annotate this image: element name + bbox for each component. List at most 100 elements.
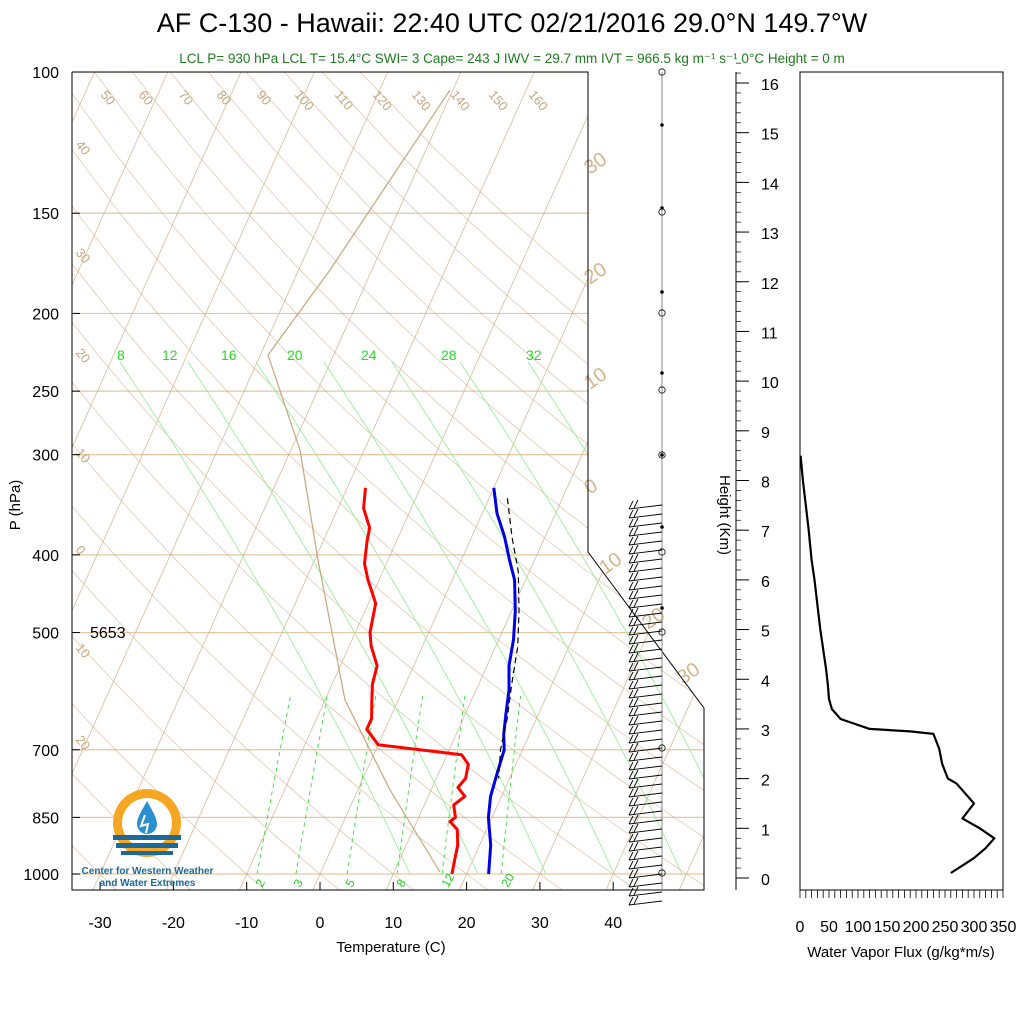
barb-calm-circle (658, 628, 666, 636)
moist-adiabat-label: 12 (162, 347, 178, 363)
moist-adiabat-line (119, 361, 411, 875)
wind-barb (628, 702, 663, 708)
wind-barb (628, 783, 663, 789)
wind-barb (628, 603, 663, 609)
isotherm-label: 150 (486, 87, 511, 113)
wind-barb-feather (633, 850, 639, 860)
logo-text: Center for Western Weather and Water Ext… (60, 866, 235, 890)
wind-barb (628, 729, 663, 735)
wind-barb-feather (633, 886, 639, 896)
moist-adiabat-line (323, 361, 615, 875)
wind-barb (628, 549, 663, 555)
wind-barb-feather (628, 518, 634, 528)
wind-barb (628, 585, 663, 591)
wind-barb (628, 711, 663, 717)
dry-adiabat-line (72, 72, 704, 890)
skewt-data-lines (362, 487, 520, 875)
wind-barb-feather (633, 661, 639, 671)
isotherm-right-label: 30 (580, 148, 611, 179)
y-tick-label: 1000 (23, 867, 59, 884)
logo-text-line2: and Water Extremes (99, 878, 196, 889)
wind-barb-feather (633, 517, 639, 527)
isotherm-right-label: 10 (595, 548, 626, 579)
wind-barb-feather (633, 535, 639, 545)
wind-barb-feather (628, 545, 634, 555)
dry-adiabat-line (72, 72, 416, 890)
wind-barb (628, 720, 663, 726)
height-annotation-500: 5653 (90, 625, 126, 642)
y-tick-label: 500 (32, 626, 59, 643)
height-tick-label: 6 (761, 574, 770, 591)
wind-barb (628, 882, 663, 888)
wind-barb-feather (628, 527, 634, 537)
y-tick-label: 250 (32, 384, 59, 401)
wind-barb-feather (628, 842, 634, 852)
height-tick-label: 13 (761, 226, 779, 243)
wind-barb (628, 576, 663, 582)
flux-tick-label: 100 (845, 919, 872, 936)
wind-barb-feather (628, 788, 634, 798)
moist-adiabat-label: 24 (361, 347, 377, 363)
y-tick-label: 200 (32, 306, 59, 323)
y-tick-label: 100 (32, 65, 59, 82)
dry-adiabat-line (72, 72, 704, 890)
wind-barb (628, 522, 663, 528)
x-tick-label: 40 (604, 915, 622, 932)
wind-barb (628, 540, 663, 546)
flux-tick-label: 200 (903, 919, 930, 936)
temperature-line (362, 487, 470, 875)
dry-adiabat-line (245, 72, 704, 890)
wind-barb-feather (633, 832, 639, 842)
wind-barb (628, 630, 663, 636)
wind-barb-feather (628, 635, 634, 645)
wind-barb-feather (633, 823, 639, 833)
isotherm-label: 50 (98, 87, 119, 108)
wind-barb-feather (628, 509, 634, 519)
height-tick-label: 1 (761, 822, 770, 839)
wind-barb (628, 558, 663, 564)
x-tick-label: 20 (458, 915, 476, 932)
wind-barb-feather (633, 616, 639, 626)
wind-barb-feather (633, 589, 639, 599)
wind-barb-feather (628, 500, 634, 510)
dry-adiabat-line (72, 72, 564, 890)
wind-barb-feather (633, 742, 639, 752)
isotherm-label: 120 (370, 87, 395, 113)
isotherm-right-label: 0 (580, 475, 602, 499)
y-tick-label: 300 (32, 448, 59, 465)
wind-barb-feather (628, 707, 634, 717)
wind-barb (628, 846, 663, 852)
isotherm-label: 160 (526, 87, 551, 113)
wind-barb (628, 810, 663, 816)
wind-barb (628, 828, 663, 834)
wind-barb (628, 657, 663, 663)
height-tick-label: 11 (761, 325, 778, 342)
flux-frame (799, 71, 1004, 891)
isotherm-label: 100 (292, 87, 317, 113)
isotherm-line (165, 72, 535, 890)
wind-barb (628, 666, 663, 672)
dry-adiabat-line (283, 72, 704, 890)
skewt-frame (71, 71, 705, 891)
wind-barbs (628, 68, 666, 906)
parcel-line (498, 498, 520, 779)
wind-barb-feather (633, 715, 639, 725)
isotherm-line (531, 72, 704, 890)
barb-calm-circle (658, 386, 666, 394)
wind-barb-feather (628, 572, 634, 582)
wind-barb-feather (633, 697, 639, 707)
wind-barb (628, 873, 663, 879)
wind-barb-feather (633, 544, 639, 554)
y-tick-label: 850 (32, 810, 59, 827)
barb-calm-dot (660, 371, 664, 375)
wind-barb-feather (633, 688, 639, 698)
wind-barb (628, 774, 663, 780)
wind-barb (628, 684, 663, 690)
x-tick-label: -10 (235, 915, 258, 932)
wind-barb-feather (628, 815, 634, 825)
logo-wave-3 (121, 851, 173, 855)
dry-adiabat-line (72, 72, 193, 890)
mixing-ratio-label: 12 (438, 871, 457, 890)
